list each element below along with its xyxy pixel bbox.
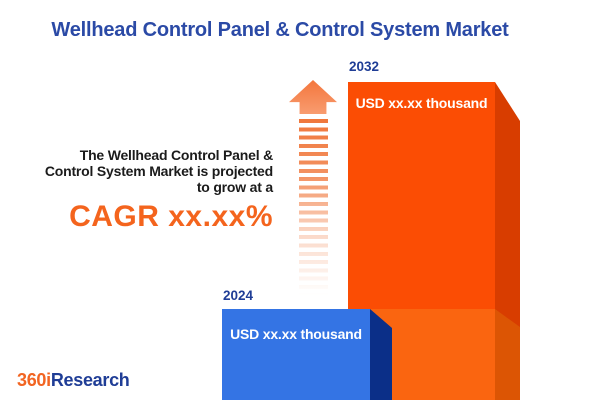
description-line-1: The Wellhead Control Panel & bbox=[79, 147, 273, 163]
description-line-2: Control System Market is projected bbox=[44, 163, 273, 179]
up-arrow-icon bbox=[289, 80, 337, 114]
market-description: The Wellhead Control Panel & Control Sys… bbox=[0, 147, 273, 232]
bar-2032-value-label: USD xx.xx thousand bbox=[355, 95, 488, 111]
logo-360i: 360i bbox=[17, 370, 51, 390]
page-title: Wellhead Control Panel & Control System … bbox=[51, 19, 509, 41]
brand-logo: 360iResearch bbox=[17, 370, 130, 391]
bar-2032-front-segment-3d-side bbox=[495, 309, 520, 400]
bar-2024-3d-side bbox=[370, 309, 392, 400]
year-label-2032: 2032 bbox=[349, 59, 380, 74]
logo-research: Research bbox=[50, 370, 130, 390]
bar-2024-value-label: USD xx.xx thousand bbox=[230, 326, 362, 342]
year-label-2024: 2024 bbox=[223, 288, 254, 303]
cagr-text: CAGR xx.xx% bbox=[69, 200, 273, 233]
arrow-dash-trail bbox=[299, 119, 328, 295]
bar-2024-face bbox=[222, 309, 370, 400]
description-line-3: to grow at a bbox=[196, 179, 273, 195]
